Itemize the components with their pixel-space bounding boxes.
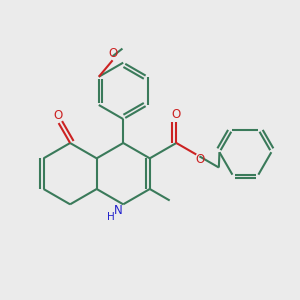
Text: O: O bbox=[108, 47, 117, 60]
Text: N: N bbox=[114, 204, 123, 217]
Text: O: O bbox=[195, 153, 204, 166]
Text: O: O bbox=[53, 109, 63, 122]
Text: H: H bbox=[107, 212, 114, 222]
Text: O: O bbox=[172, 108, 181, 121]
